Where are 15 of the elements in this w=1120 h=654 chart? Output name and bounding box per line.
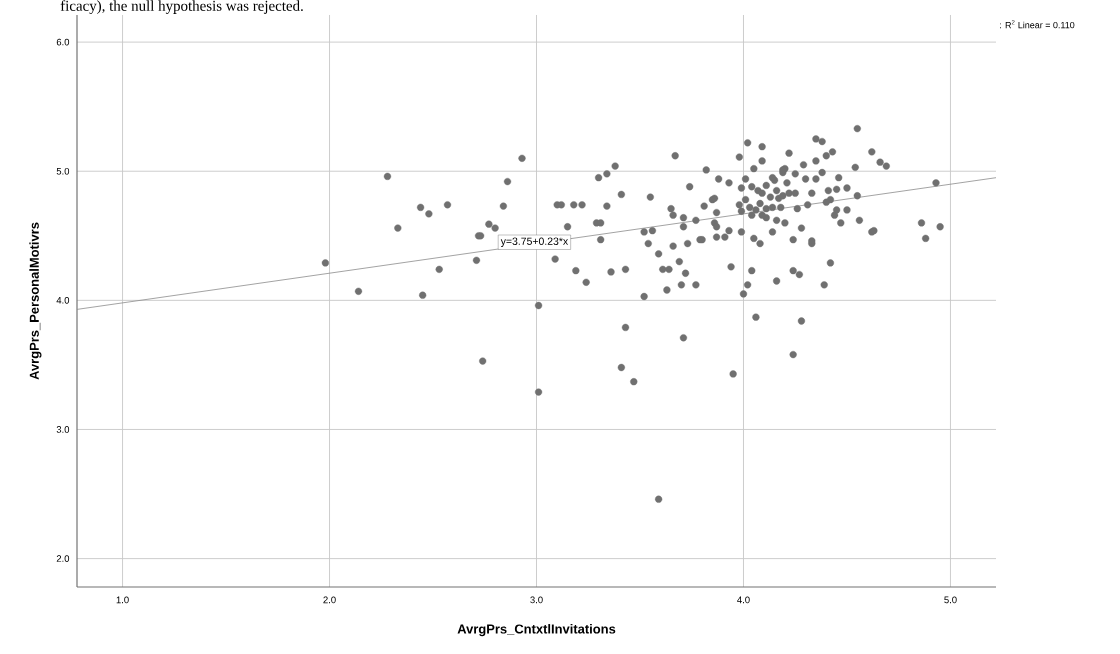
annotation: y=3.75+0.23*x — [500, 237, 569, 247]
y-tick-label: 5.0 — [56, 167, 70, 175]
x-tick-label: 5.0 — [944, 596, 957, 604]
x-axis-title: AvrgPrs_CntxtlInvitations — [457, 624, 616, 637]
y-tick-label: 4.0 — [56, 297, 70, 304]
x-tick-label: 2.0 — [323, 596, 336, 604]
x-tick-label: 1.0 — [116, 596, 129, 604]
x-tick-label: 3.0 — [530, 596, 543, 604]
y-tick-label: 3.0 — [56, 426, 70, 433]
y-axis-title: AvrgPrs_PersonalMotivrs — [29, 222, 42, 380]
y-tick-label: 6.0 — [56, 38, 70, 46]
text: ficacy), the null hypothesis was rejected. — [60, 0, 303, 14]
x-tick-label: 4.0 — [737, 596, 750, 604]
y-tick-label: 2.0 — [56, 555, 70, 562]
text: : R$^{2}$ Linear = 0.110 — [1000, 20, 1075, 29]
